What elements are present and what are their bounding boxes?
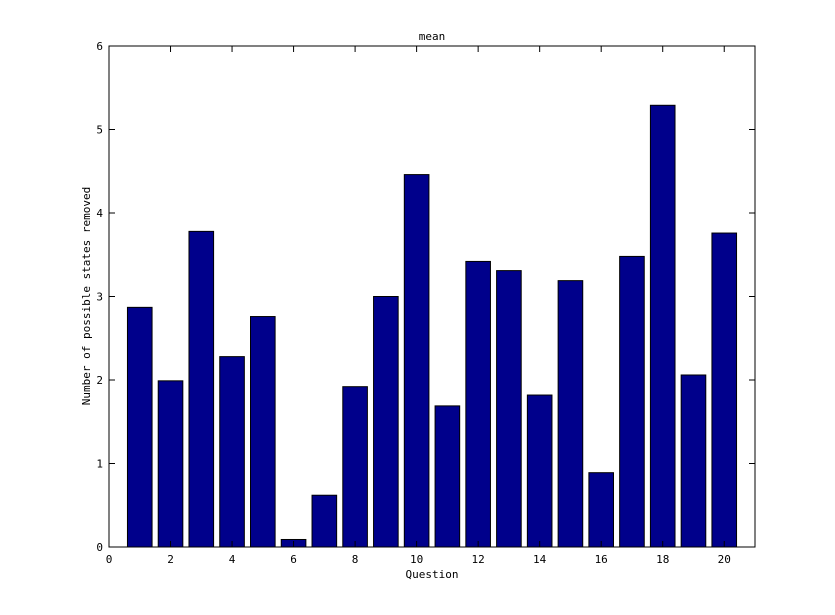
x-tick-label-2: 2 <box>167 553 174 566</box>
bar-question-14 <box>526 394 553 548</box>
bar-question-13 <box>496 270 522 548</box>
bar-question-15 <box>557 280 584 548</box>
x-tick-label-6: 6 <box>290 553 297 566</box>
chart-title: mean <box>419 30 446 43</box>
y-tick-label-4: 4 <box>96 207 103 220</box>
bar-question-10 <box>403 174 430 548</box>
bar-question-8 <box>342 386 368 548</box>
y-tick-label-1: 1 <box>96 458 103 471</box>
x-tick-label-4: 4 <box>229 553 236 566</box>
x-tick-label-8: 8 <box>352 553 359 566</box>
x-tick-label-0: 0 <box>106 553 113 566</box>
x-tick-label-12: 12 <box>472 553 485 566</box>
bar-question-16 <box>588 472 614 548</box>
bar-question-4 <box>219 356 245 548</box>
bar-question-19 <box>680 374 707 548</box>
x-tick-label-20: 20 <box>718 553 731 566</box>
x-tick-label-10: 10 <box>410 553 423 566</box>
x-tick-label-14: 14 <box>533 553 547 566</box>
bar-question-2 <box>157 380 184 548</box>
y-tick-label-3: 3 <box>96 291 103 304</box>
bar-question-17 <box>619 255 645 548</box>
plot-area <box>109 46 755 547</box>
plot-frame <box>108 45 756 548</box>
bar-question-7 <box>311 494 338 548</box>
x-tick-label-18: 18 <box>656 553 669 566</box>
y-axis-label: Number of possible states removed <box>80 187 93 406</box>
y-tick-label-6: 6 <box>96 40 103 53</box>
bar-question-1 <box>126 306 153 548</box>
bar-question-12 <box>465 260 491 548</box>
y-tick-label-5: 5 <box>96 124 103 137</box>
bar-question-11 <box>434 405 461 548</box>
y-tick-label-2: 2 <box>96 374 103 387</box>
bar-question-20 <box>711 232 738 548</box>
x-axis-label: Question <box>406 568 459 581</box>
bars-group <box>126 104 738 548</box>
x-tick-label-16: 16 <box>595 553 608 566</box>
bar-question-18 <box>649 104 676 548</box>
bar-question-3 <box>188 230 215 548</box>
bar-question-9 <box>373 296 399 548</box>
bar-question-5 <box>250 316 276 548</box>
y-tick-label-0: 0 <box>96 541 103 554</box>
